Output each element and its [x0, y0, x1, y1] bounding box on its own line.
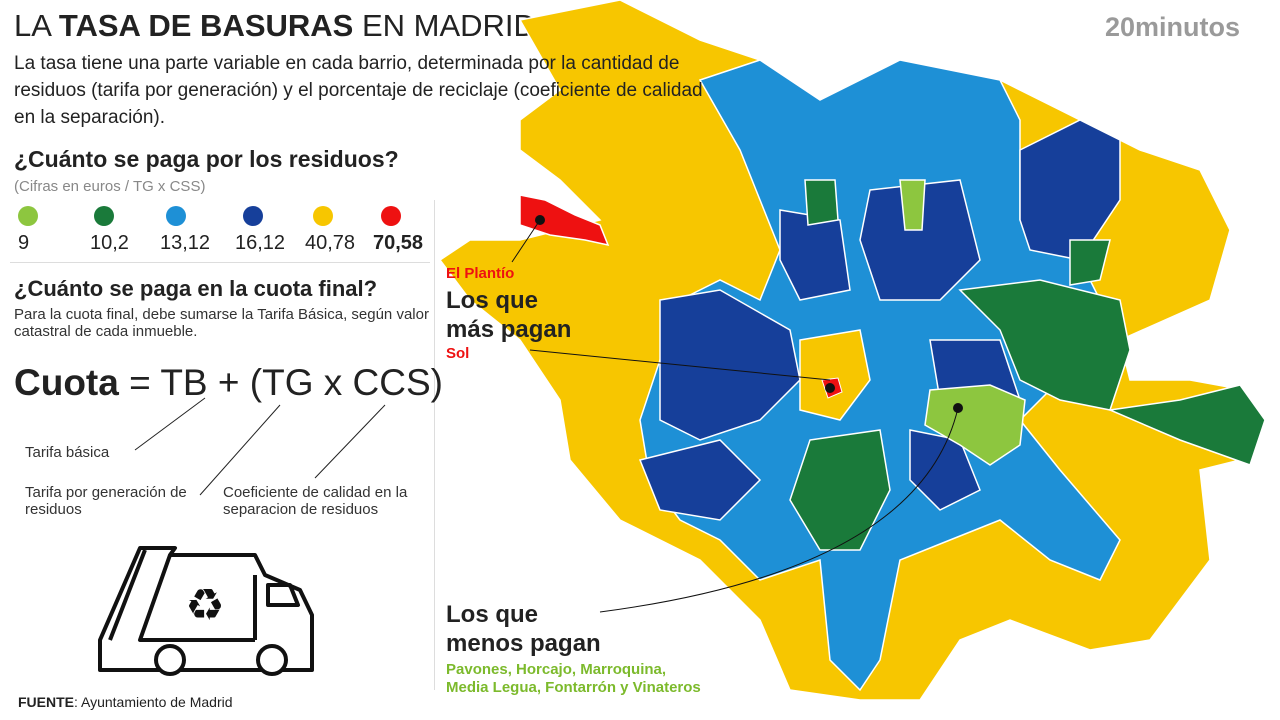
- legend-swatch: [313, 206, 333, 226]
- formula: Cuota = TB + (TG x CCS): [14, 362, 443, 403]
- map-darkgreen-area: [1107, 384, 1266, 466]
- legend-subtitle: (Cifras en euros / TG x CSS): [14, 178, 206, 195]
- sol-label: Sol: [446, 345, 470, 362]
- map-darkblue-area: [859, 179, 981, 301]
- intro-text: La tasa tiene una parte variable en cada…: [14, 53, 703, 128]
- map-darkgreen-area: [804, 179, 839, 226]
- svg-text:♻: ♻: [185, 581, 224, 630]
- plantio-label: El Plantío: [446, 265, 515, 282]
- legend-item: 13,12: [160, 206, 210, 255]
- map-yellow-center: [799, 329, 871, 421]
- legend-item: 10,2: [90, 206, 129, 255]
- label-tg: Tarifa por generación de residuos: [25, 484, 187, 518]
- divider: [434, 200, 435, 690]
- page-title: LA TASA DE BASURAS EN MADRID: [14, 8, 536, 43]
- garbage-truck-icon: ♻: [98, 546, 314, 676]
- legend-swatch: [381, 206, 401, 226]
- legend-title: ¿Cuánto se paga por los residuos?: [14, 146, 399, 172]
- label-tb: Tarifa básica: [25, 444, 110, 461]
- divider: [10, 262, 430, 263]
- least-pay-title: Los que menos pagan: [446, 601, 601, 657]
- legend-item: 9: [18, 206, 38, 255]
- quota-title: ¿Cuánto se paga en la cuota final?: [14, 276, 378, 301]
- source-note: FUENTE: Ayuntamiento de Madrid: [18, 694, 233, 710]
- map-lightgreen-area: [924, 384, 1026, 466]
- legend-item: 40,78: [305, 206, 355, 255]
- brand-logo: 20minutos: [1105, 12, 1241, 42]
- map-darkgreen-area: [1069, 239, 1111, 286]
- most-pay-title: Los que más pagan: [446, 287, 572, 343]
- label-ccs: Coeficiente de calidad en la separacion …: [223, 484, 408, 518]
- map-darkblue-area: [638, 439, 762, 521]
- legend-swatch: [166, 206, 186, 226]
- map-red-plantio: [519, 194, 610, 247]
- map-lightgreen-area: [899, 179, 926, 231]
- legend-item: 16,12: [235, 206, 285, 255]
- legend-swatch: [94, 206, 114, 226]
- map-darkblue-area: [1019, 119, 1121, 261]
- legend-swatch: [18, 206, 38, 226]
- least-pay-list: Pavones, Horcajo, Marroquina, Media Legua…: [446, 661, 701, 696]
- quota-text: Para la cuota final, debe sumarse la Tar…: [14, 306, 429, 340]
- map-darkblue-area: [659, 289, 801, 441]
- legend-item: 70,58: [373, 206, 423, 255]
- map-darkgreen-area: [789, 429, 891, 551]
- legend-swatch: [243, 206, 263, 226]
